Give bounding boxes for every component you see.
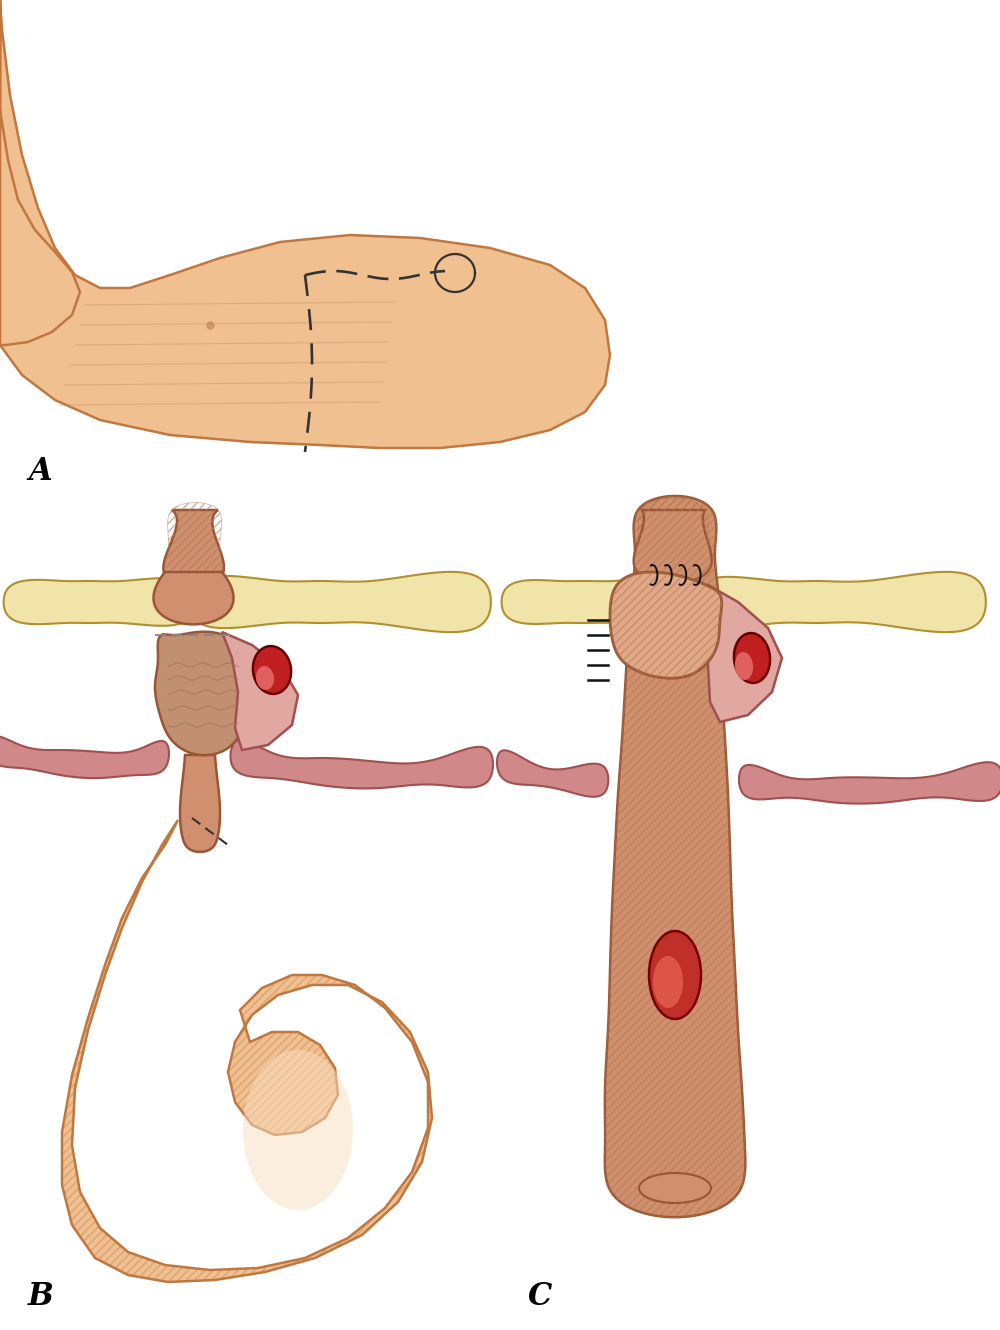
Text: B: B bbox=[28, 1281, 54, 1311]
Polygon shape bbox=[739, 762, 1000, 803]
Ellipse shape bbox=[653, 956, 683, 1008]
Text: A: A bbox=[28, 456, 52, 487]
Polygon shape bbox=[189, 572, 491, 632]
Ellipse shape bbox=[735, 652, 753, 680]
Polygon shape bbox=[180, 755, 220, 853]
Ellipse shape bbox=[256, 666, 274, 690]
Polygon shape bbox=[634, 509, 712, 583]
Polygon shape bbox=[0, 0, 610, 448]
Polygon shape bbox=[155, 632, 248, 755]
Ellipse shape bbox=[243, 1049, 353, 1210]
Polygon shape bbox=[502, 579, 681, 625]
Polygon shape bbox=[610, 572, 722, 678]
Ellipse shape bbox=[639, 1173, 711, 1204]
Polygon shape bbox=[222, 632, 298, 750]
Polygon shape bbox=[0, 0, 80, 344]
Polygon shape bbox=[0, 735, 169, 778]
Polygon shape bbox=[163, 509, 224, 585]
Polygon shape bbox=[694, 572, 986, 632]
Text: C: C bbox=[528, 1281, 552, 1311]
Polygon shape bbox=[4, 579, 196, 626]
Polygon shape bbox=[705, 585, 782, 722]
Ellipse shape bbox=[734, 633, 770, 682]
Polygon shape bbox=[497, 750, 608, 797]
Polygon shape bbox=[62, 821, 432, 1282]
Polygon shape bbox=[605, 496, 745, 1217]
Ellipse shape bbox=[649, 931, 701, 1019]
Ellipse shape bbox=[253, 646, 291, 694]
Polygon shape bbox=[154, 572, 233, 624]
Polygon shape bbox=[230, 739, 493, 789]
